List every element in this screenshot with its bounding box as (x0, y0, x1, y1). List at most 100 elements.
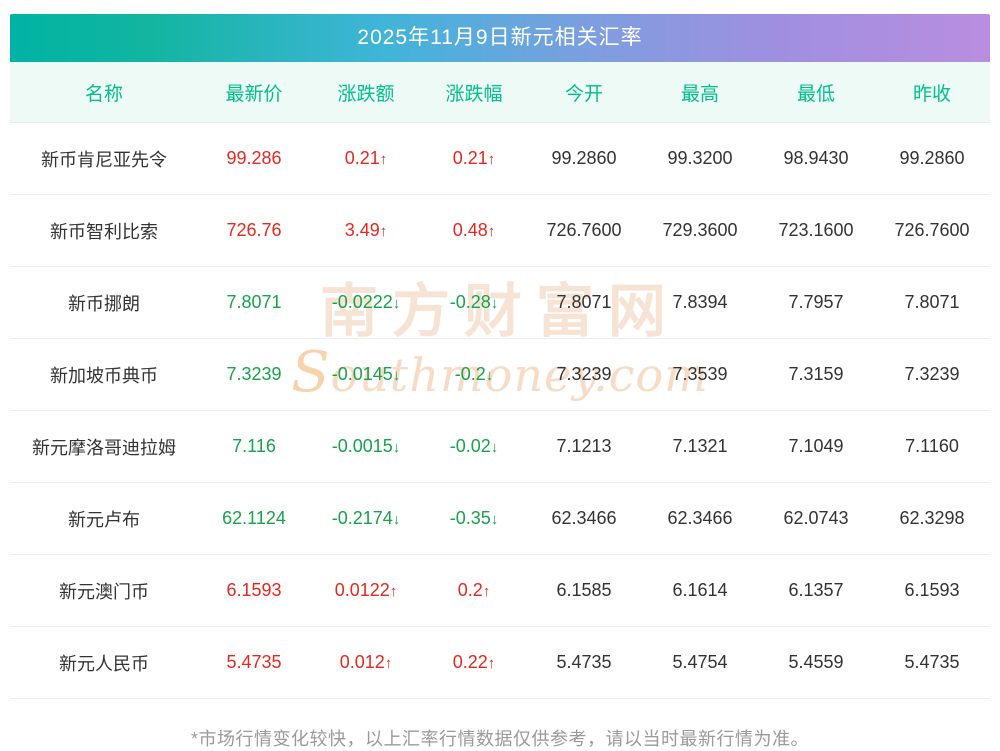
cell-currency-name: 新元卢布 (10, 482, 198, 555)
cell-high: 5.4754 (642, 626, 758, 699)
cell-change-amount: -0.0222↓ (310, 266, 422, 339)
table-row: 新币智利比索 726.76 3.49↑ 0.48↑ 726.7600 729.3600 72… (10, 194, 990, 267)
change-amount-value: -0.0015 (331, 436, 393, 456)
cell-prev-close: 7.1160 (874, 410, 990, 483)
cell-change-amount: 0.0122↑ (310, 554, 422, 627)
cell-change-amount: -0.0015↓ (310, 410, 422, 483)
cell-low: 723.1600 (758, 194, 874, 267)
cell-low: 6.1357 (758, 554, 874, 627)
arrow-down-icon: ↓ (490, 439, 499, 456)
cell-change-percent: -0.28↓ (422, 266, 526, 339)
change-percent-value: -0.2 (454, 364, 486, 384)
cell-high: 6.1614 (642, 554, 758, 627)
table-body: 新币肯尼亚先令 99.286 0.21↑ 0.21↑ 99.2860 99.3200 98.… (10, 122, 990, 699)
arrow-down-icon: ↓ (392, 295, 401, 312)
table-container: 南方财富网 Southmoney.com 名称 最新价 涨跌额 涨跌幅 今开 (10, 62, 990, 699)
cell-currency-name: 新元人民币 (10, 626, 198, 699)
cell-change-amount: -0.0145↓ (310, 338, 422, 411)
cell-currency-name: 新加坡币典币 (10, 338, 198, 411)
arrow-down-icon: ↓ (490, 511, 499, 528)
cell-open: 5.4735 (526, 626, 642, 699)
cell-change-percent: -0.35↓ (422, 482, 526, 555)
cell-change-amount: 3.49↑ (310, 194, 422, 267)
cell-prev-close: 7.3239 (874, 338, 990, 411)
exchange-rate-table: 名称 最新价 涨跌额 涨跌幅 今开 最高 最低 昨收 新币肯尼亚先令 99.286… (10, 62, 990, 699)
change-amount-value: -0.2174 (331, 508, 393, 528)
cell-change-percent: 0.21↑ (422, 122, 526, 195)
cell-open: 726.7600 (526, 194, 642, 267)
change-amount-value: -0.0222 (331, 292, 393, 312)
cell-last-price: 6.1593 (198, 554, 310, 627)
cell-last-price: 62.1124 (198, 482, 310, 555)
cell-currency-name: 新币肯尼亚先令 (10, 122, 198, 195)
arrow-down-icon: ↓ (392, 439, 401, 456)
cell-low: 5.4559 (758, 626, 874, 699)
table-row: 新币肯尼亚先令 99.286 0.21↑ 0.21↑ 99.2860 99.3200 98.… (10, 122, 990, 195)
arrow-up-icon: ↑ (487, 151, 496, 168)
cell-high: 62.3466 (642, 482, 758, 555)
column-header-high: 最高 (642, 62, 758, 123)
cell-open: 7.8071 (526, 266, 642, 339)
change-amount-value: 3.49 (344, 220, 380, 240)
table-row: 新元人民币 5.4735 0.012↑ 0.22↑ 5.4735 5.4754 5.4559… (10, 626, 990, 699)
arrow-down-icon: ↓ (392, 367, 401, 384)
column-header-last-price: 最新价 (198, 62, 310, 123)
table-row: 新元卢布 62.1124 -0.2174↓ -0.35↓ 62.3466 62.3466 6… (10, 482, 990, 555)
table-row: 新元澳门币 6.1593 0.0122↑ 0.2↑ 6.1585 6.1614 6.1357… (10, 554, 990, 627)
cell-open: 99.2860 (526, 122, 642, 195)
arrow-up-icon: ↑ (379, 151, 388, 168)
column-header-open: 今开 (526, 62, 642, 123)
cell-currency-name: 新元澳门币 (10, 554, 198, 627)
column-header-change-percent: 涨跌幅 (422, 62, 526, 123)
cell-change-percent: 0.48↑ (422, 194, 526, 267)
change-percent-value: 0.48 (452, 220, 488, 240)
cell-last-price: 726.76 (198, 194, 310, 267)
disclaimer-note: *市场行情变化较快，以上汇率行情数据仅供参考，请以当时最新行情为准。 (190, 729, 809, 749)
cell-open: 7.3239 (526, 338, 642, 411)
arrow-down-icon: ↓ (485, 367, 494, 384)
arrow-up-icon: ↑ (379, 223, 388, 240)
cell-last-price: 7.8071 (198, 266, 310, 339)
cell-last-price: 7.3239 (198, 338, 310, 411)
cell-currency-name: 新币挪朗 (10, 266, 198, 339)
exchange-rate-card: 2025年11月9日新元相关汇率 南方财富网 Southmoney.com 名称… (10, 14, 990, 699)
cell-prev-close: 62.3298 (874, 482, 990, 555)
change-percent-value: -0.02 (449, 436, 491, 456)
table-row: 新元摩洛哥迪拉姆 7.116 -0.0015↓ -0.02↓ 7.1213 7.1321 7… (10, 410, 990, 483)
cell-open: 7.1213 (526, 410, 642, 483)
cell-high: 7.1321 (642, 410, 758, 483)
cell-prev-close: 6.1593 (874, 554, 990, 627)
change-percent-value: 0.21 (452, 148, 488, 168)
cell-currency-name: 新元摩洛哥迪拉姆 (10, 410, 198, 483)
table-row: 新加坡币典币 7.3239 -0.0145↓ -0.2↓ 7.3239 7.3539 7.3… (10, 338, 990, 411)
cell-last-price: 5.4735 (198, 626, 310, 699)
column-header-low: 最低 (758, 62, 874, 123)
cell-currency-name: 新币智利比索 (10, 194, 198, 267)
cell-prev-close: 5.4735 (874, 626, 990, 699)
column-header-name: 名称 (10, 62, 198, 123)
table-header-row: 名称 最新价 涨跌额 涨跌幅 今开 最高 最低 昨收 (10, 62, 990, 123)
change-amount-value: 0.0122 (334, 580, 390, 600)
cell-change-amount: 0.012↑ (310, 626, 422, 699)
cell-low: 7.1049 (758, 410, 874, 483)
cell-change-percent: -0.2↓ (422, 338, 526, 411)
cell-last-price: 99.286 (198, 122, 310, 195)
cell-prev-close: 99.2860 (874, 122, 990, 195)
cell-high: 7.3539 (642, 338, 758, 411)
change-amount-value: 0.21 (344, 148, 380, 168)
cell-change-percent: 0.2↑ (422, 554, 526, 627)
cell-low: 98.9430 (758, 122, 874, 195)
page-root: 2025年11月9日新元相关汇率 南方财富网 Southmoney.com 名称… (10, 14, 990, 749)
cell-open: 62.3466 (526, 482, 642, 555)
cell-prev-close: 726.7600 (874, 194, 990, 267)
change-percent-value: -0.35 (449, 508, 491, 528)
cell-prev-close: 7.8071 (874, 266, 990, 339)
arrow-up-icon: ↑ (487, 655, 496, 672)
cell-change-amount: -0.2174↓ (310, 482, 422, 555)
arrow-up-icon: ↑ (487, 223, 496, 240)
cell-open: 6.1585 (526, 554, 642, 627)
change-percent-value: 0.2 (457, 580, 483, 600)
column-header-change-amount: 涨跌额 (310, 62, 422, 123)
arrow-down-icon: ↓ (490, 295, 499, 312)
cell-change-percent: -0.02↓ (422, 410, 526, 483)
